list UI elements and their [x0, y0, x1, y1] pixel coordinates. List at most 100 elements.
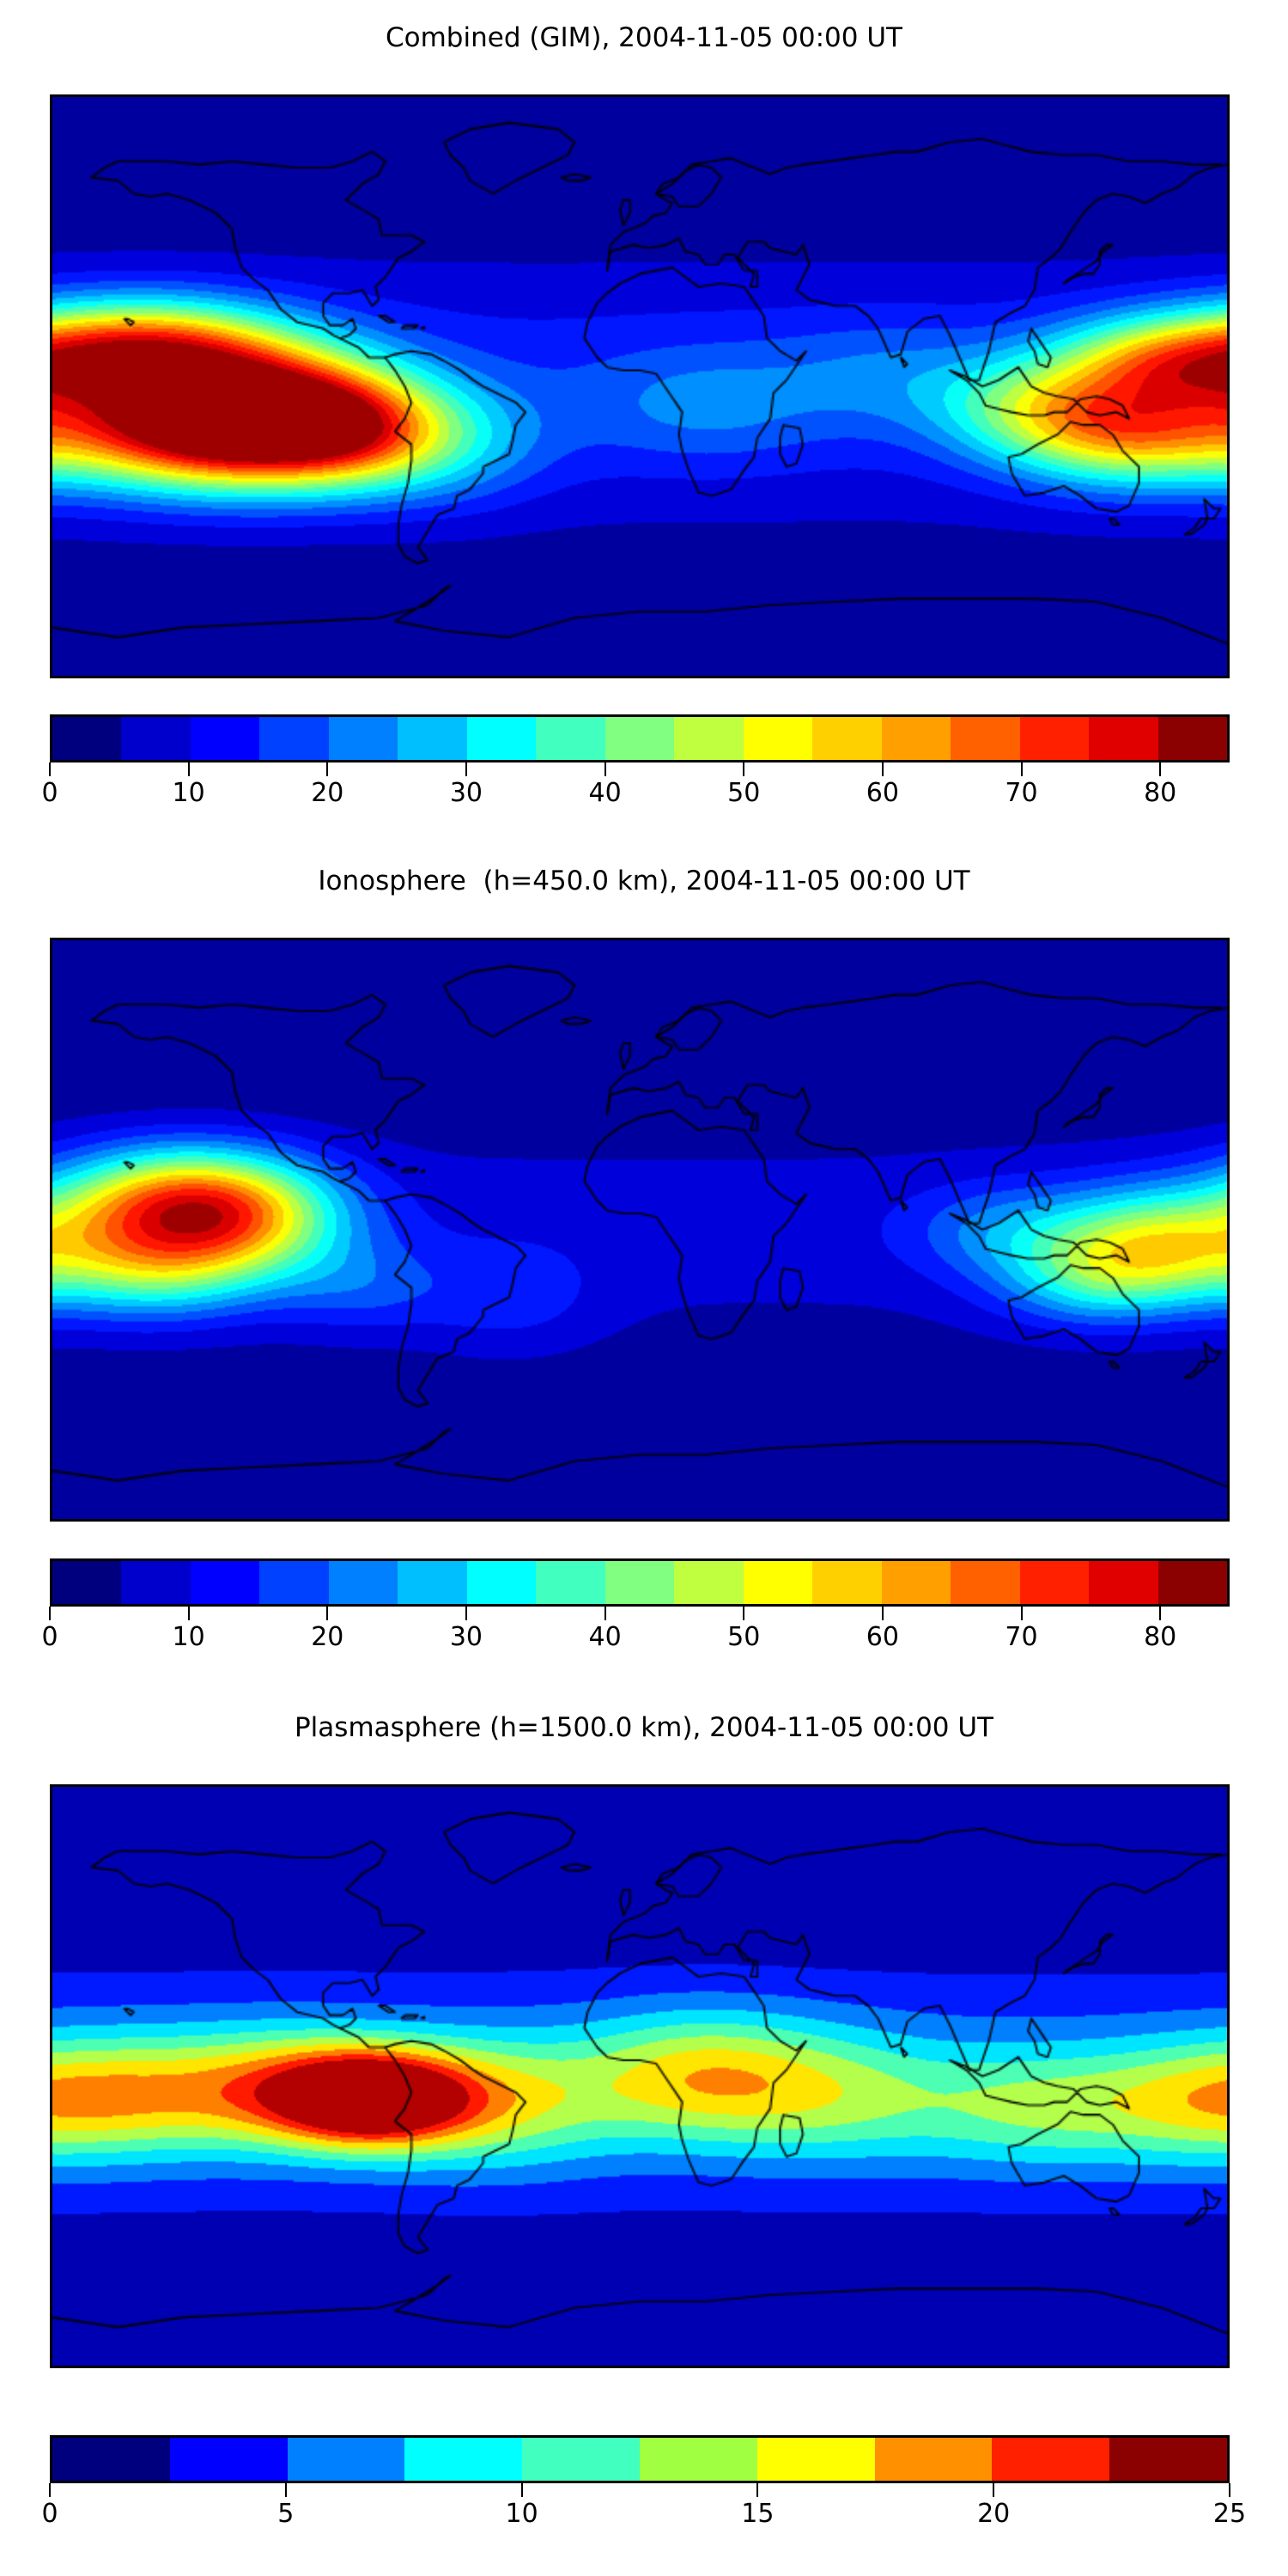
- colorbar-band-3: [259, 717, 329, 760]
- colorbar-band-2: [190, 1561, 260, 1604]
- colorbar-band-16: [1157, 1561, 1227, 1604]
- colorbar-tick-label: 60: [866, 778, 899, 808]
- colorbar-plasmasphere: 0 5 10 15 20 25: [41, 2435, 1246, 2529]
- colorbar-tick: [604, 1607, 606, 1620]
- colorbar-bands-combined-gim: [50, 714, 1230, 762]
- colorbar-band-6: [466, 717, 537, 760]
- colorbar-tick: [187, 1607, 190, 1620]
- colorbar-band-14: [1019, 717, 1090, 760]
- colorbar-tick-label: 20: [311, 1622, 344, 1652]
- colorbar-band-4: [328, 717, 398, 760]
- colorbar-band-3: [259, 1561, 329, 1604]
- colorbar-tick: [604, 762, 606, 776]
- colorbar-band-3: [404, 2438, 523, 2481]
- colorbar-band-7: [536, 717, 605, 760]
- colorbar-band-0: [52, 1561, 122, 1604]
- colorbar-tick-label: 70: [1005, 778, 1038, 808]
- map-plasmasphere: [50, 1784, 1230, 2368]
- colorbar-tick-label: 50: [727, 778, 761, 808]
- colorbar-band-2: [287, 2438, 405, 2481]
- colorbar-tick-label: 50: [727, 1622, 761, 1652]
- colorbar-band-11: [812, 1561, 882, 1604]
- colorbar-tick-label: 10: [172, 1622, 205, 1652]
- colorbar-tick: [326, 1607, 329, 1620]
- colorbar-tick-label: 5: [277, 2499, 295, 2529]
- panel-title-plasmasphere: Plasmasphere (h=1500.0 km), 2004-11-05 0…: [294, 1712, 993, 1743]
- colorbar-tick-label: 70: [1005, 1622, 1038, 1652]
- colorbar-band-8: [605, 717, 675, 760]
- colorbar-band-15: [1089, 717, 1158, 760]
- colorbar-tick: [1159, 762, 1162, 776]
- colorbar-band-4: [522, 2438, 640, 2481]
- colorbar-tick: [284, 2483, 287, 2497]
- colorbar-tick-label: 20: [311, 778, 344, 808]
- map-ionosphere: [50, 938, 1230, 1522]
- colorbar-tick-label: 0: [41, 2499, 58, 2529]
- colorbar-tick: [49, 762, 51, 776]
- colorbar-tick: [993, 2483, 995, 2497]
- colorbar-tick: [1159, 1607, 1162, 1620]
- colorbar-band-10: [743, 1561, 813, 1604]
- colorbar-tick: [881, 1607, 884, 1620]
- colorbar-tick: [1020, 762, 1023, 776]
- colorbar-tick-label: 30: [449, 778, 483, 808]
- colorbar-axis-ionosphere: 0 10 20 30 40 50 60 70 80: [41, 1607, 1230, 1658]
- colorbar-tick-label: 20: [977, 2499, 1011, 2529]
- colorbar-band-1: [169, 2438, 288, 2481]
- colorbar-tick: [756, 2483, 759, 2497]
- colorbar-tick-label: 25: [1212, 2499, 1247, 2529]
- panel-title-combined-gim: Combined (GIM), 2004-11-05 00:00 UT: [386, 22, 902, 53]
- colorbar-tick: [49, 1607, 51, 1620]
- colorbar-bands-ionosphere: [50, 1558, 1230, 1607]
- colorbar-band-8: [992, 2438, 1110, 2481]
- colorbar-band-1: [121, 1561, 191, 1604]
- panel-title-ionosphere: Ionosphere (h=450.0 km), 2004-11-05 00:0…: [318, 866, 970, 896]
- colorbar-tick-label: 60: [866, 1622, 899, 1652]
- colorbar-band-14: [1019, 1561, 1090, 1604]
- colorbar-axis-combined-gim: 0 10 20 30 40 50 60 70 80: [41, 762, 1230, 814]
- colorbar-tick: [1020, 1607, 1023, 1620]
- colorbar-tick-label: 10: [505, 2499, 538, 2529]
- colorbar-tick-label: 40: [588, 778, 622, 808]
- colorbar-band-0: [52, 717, 122, 760]
- colorbar-tick-label: 80: [1144, 1622, 1177, 1652]
- colorbar-band-13: [951, 717, 1020, 760]
- colorbar-band-6: [756, 2438, 875, 2481]
- colorbar-axis-plasmasphere: 0 5 10 15 20 25: [41, 2483, 1246, 2535]
- colorbar-tick-label: 0: [41, 1622, 58, 1652]
- colorbar-band-7: [536, 1561, 605, 1604]
- colorbar-tick: [881, 762, 884, 776]
- colorbar-band-6: [466, 1561, 537, 1604]
- colorbar-tick: [49, 2483, 51, 2497]
- colorbar-tick: [743, 762, 745, 776]
- colorbar-tick-label: 10: [172, 778, 205, 808]
- colorbar-ionosphere: 0 10 20 30 40 50 60 70 80: [41, 1558, 1230, 1652]
- colorbar-band-11: [812, 717, 882, 760]
- colorbar-band-16: [1157, 717, 1227, 760]
- colorbar-tick: [743, 1607, 745, 1620]
- map-canvas-ionosphere: [52, 940, 1227, 1519]
- map-combined-gim: [50, 94, 1230, 678]
- colorbar-band-12: [881, 1561, 951, 1604]
- colorbar-tick-label: 30: [449, 1622, 483, 1652]
- colorbar-tick: [465, 762, 467, 776]
- map-canvas-combined-gim: [52, 97, 1227, 676]
- colorbar-band-5: [398, 1561, 467, 1604]
- colorbar-band-5: [639, 2438, 757, 2481]
- colorbar-tick: [465, 1607, 467, 1620]
- colorbar-band-9: [674, 1561, 744, 1604]
- colorbar-band-15: [1089, 1561, 1158, 1604]
- colorbar-tick: [1229, 2483, 1230, 2497]
- colorbar-band-10: [743, 717, 813, 760]
- colorbar-band-7: [874, 2438, 993, 2481]
- colorbar-band-9: [674, 717, 744, 760]
- colorbar-tick-label: 0: [41, 778, 58, 808]
- colorbar-tick-label: 15: [741, 2499, 775, 2529]
- colorbar-bands-plasmasphere: [50, 2435, 1230, 2483]
- colorbar-band-9: [1109, 2438, 1227, 2481]
- colorbar-band-5: [398, 717, 467, 760]
- colorbar-tick: [187, 762, 190, 776]
- colorbar-band-0: [52, 2438, 170, 2481]
- colorbar-band-13: [951, 1561, 1020, 1604]
